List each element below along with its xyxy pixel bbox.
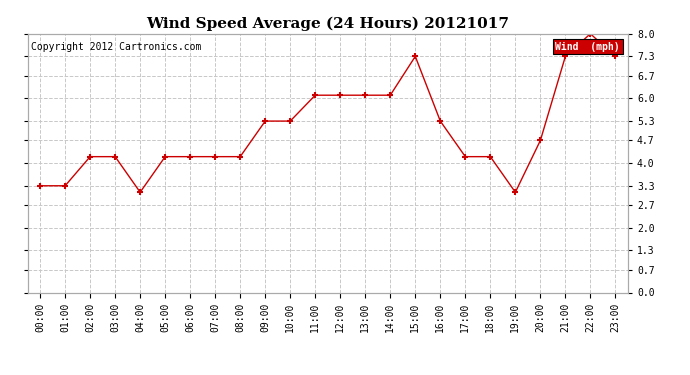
Text: Copyright 2012 Cartronics.com: Copyright 2012 Cartronics.com <box>30 42 201 51</box>
Title: Wind Speed Average (24 Hours) 20121017: Wind Speed Average (24 Hours) 20121017 <box>146 17 509 31</box>
Legend: Wind  (mph): Wind (mph) <box>553 39 623 54</box>
